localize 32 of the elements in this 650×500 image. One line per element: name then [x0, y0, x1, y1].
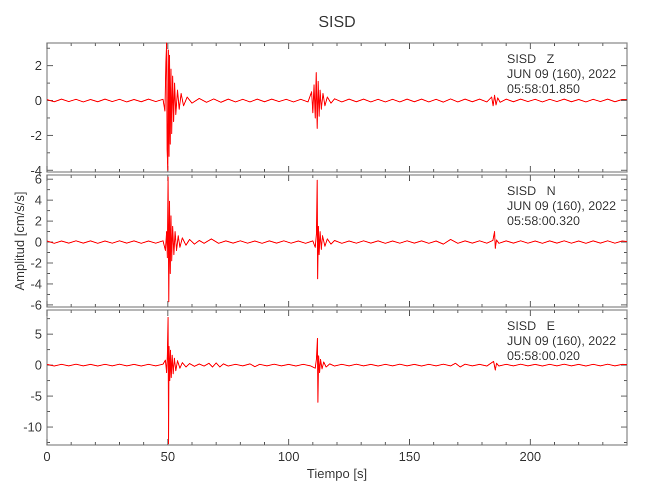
annotation: SISD N [507, 184, 556, 198]
y-tick-label: 2 [34, 58, 42, 74]
annotation: JUN 09 (160), 2022 [507, 334, 616, 348]
y-tick-label: 5 [34, 326, 42, 342]
line-series [46, 42, 628, 171]
annotation: SISD E [507, 319, 555, 333]
y-tick-label: 4 [34, 192, 42, 208]
y-tick-label: -6 [30, 297, 42, 312]
annotation: 05:58:01.850 [507, 82, 580, 96]
y-tick-label: 0 [34, 358, 42, 373]
annotation: 05:58:00.020 [507, 349, 580, 363]
annotation: SISD Z [507, 52, 555, 66]
chart-title: SISD [318, 14, 356, 31]
x-tick-label: 100 [278, 449, 300, 464]
x-axis-title: Tiempo [s] [306, 466, 368, 481]
annotation: JUN 09 (160), 2022 [507, 67, 616, 81]
x-tick-label: 150 [398, 449, 420, 464]
y-tick-label: -2 [30, 256, 42, 271]
x-tick-label: 50 [160, 449, 176, 464]
line-series [46, 316, 628, 444]
y-tick-label: 0 [34, 93, 42, 108]
line-series [46, 176, 628, 302]
annotation: JUN 09 (160), 2022 [507, 199, 616, 213]
y-tick-label: 2 [34, 214, 42, 229]
x-tick-label: 200 [519, 449, 542, 464]
y-tick-label: -5 [30, 388, 42, 404]
y-tick-label: -10 [23, 420, 42, 435]
y-tick-label: -4 [30, 276, 42, 292]
y-tick-label: 0 [34, 234, 42, 250]
annotation: 05:58:00.320 [507, 214, 580, 228]
y-tick-label: -2 [30, 128, 42, 143]
y-axis-title: Amplitud [cm/s/s] [12, 192, 27, 290]
